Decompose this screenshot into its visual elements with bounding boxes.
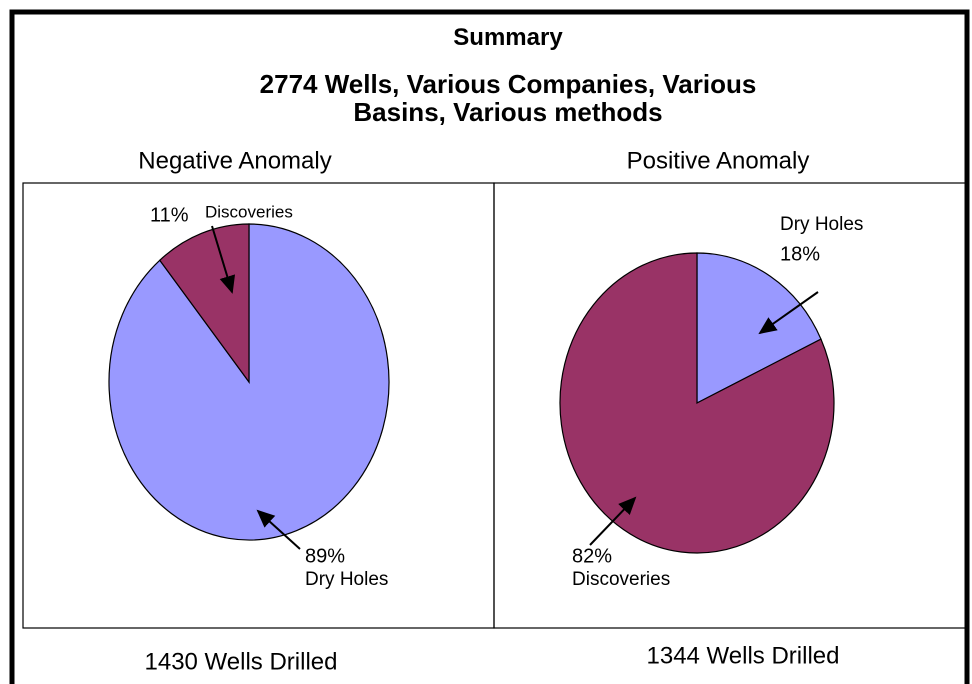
frame bbox=[9, 9, 970, 684]
value-label: 11% bbox=[150, 204, 189, 226]
pie-slice bbox=[158, 223, 250, 384]
annotation: 1344 Wells Drilled bbox=[647, 642, 840, 669]
arrow bbox=[589, 496, 637, 546]
arrow bbox=[256, 509, 301, 550]
title: Summary bbox=[453, 24, 563, 51]
pie-slice bbox=[559, 252, 835, 554]
category-label: Dry Holes bbox=[780, 214, 863, 235]
arrow bbox=[758, 291, 819, 335]
chart-title: Positive Anomaly bbox=[627, 147, 810, 174]
subtitle: 2774 Wells, Various Companies, Various B… bbox=[259, 69, 757, 127]
category-label: Discoveries bbox=[205, 202, 293, 221]
plot-box bbox=[493, 182, 969, 629]
category-label: Discoveries bbox=[572, 569, 670, 590]
annotation: 1430 Wells Drilled bbox=[145, 648, 338, 675]
value-label: 89% bbox=[305, 545, 345, 567]
category-label: Dry Holes bbox=[305, 569, 388, 590]
value-label: 18% bbox=[780, 243, 820, 265]
chart-title: Negative Anomaly bbox=[138, 147, 331, 174]
value-label: 82% bbox=[572, 545, 612, 567]
arrow bbox=[211, 225, 236, 294]
